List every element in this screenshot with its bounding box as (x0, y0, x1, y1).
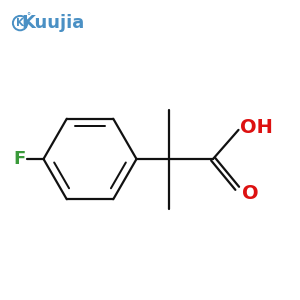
Text: O: O (242, 184, 258, 203)
Text: K: K (16, 18, 24, 28)
Text: Kuujia: Kuujia (21, 14, 84, 32)
Text: F: F (14, 150, 26, 168)
Text: °: ° (27, 12, 31, 21)
Text: OH: OH (240, 118, 273, 137)
